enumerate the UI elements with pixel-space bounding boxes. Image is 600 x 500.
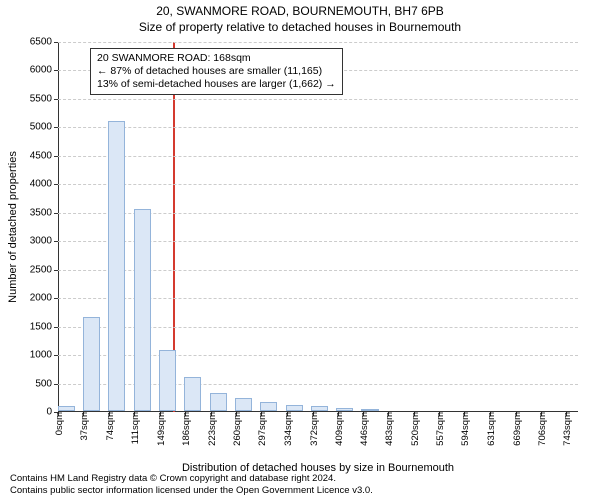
histogram-bar bbox=[311, 406, 328, 411]
x-tick-label: 186sqm bbox=[181, 412, 192, 446]
x-axis-label: Distribution of detached houses by size … bbox=[58, 462, 578, 474]
y-tick-label: 5000 bbox=[30, 122, 58, 133]
y-tick-label: 6000 bbox=[30, 65, 58, 76]
y-tick-label: 4000 bbox=[30, 179, 58, 190]
x-tick-label: 149sqm bbox=[156, 412, 167, 446]
x-tick-label: 631sqm bbox=[486, 412, 497, 446]
histogram-bar bbox=[235, 398, 252, 411]
histogram-bar bbox=[260, 402, 277, 411]
x-tick-label: 446sqm bbox=[359, 412, 370, 446]
histogram-bar bbox=[134, 209, 151, 411]
x-tick-label: 409sqm bbox=[334, 412, 345, 446]
annotation-line2: ← 87% of detached houses are smaller (11… bbox=[97, 65, 336, 78]
footer-line2: Contains public sector information licen… bbox=[10, 485, 373, 497]
x-tick-label: 260sqm bbox=[232, 412, 243, 446]
x-tick-label: 297sqm bbox=[257, 412, 268, 446]
gridline bbox=[58, 184, 578, 185]
histogram-bar bbox=[58, 406, 75, 411]
y-tick-label: 3000 bbox=[30, 236, 58, 247]
x-tick-label: 743sqm bbox=[562, 412, 573, 446]
gridline bbox=[58, 156, 578, 157]
histogram-bar bbox=[83, 317, 100, 411]
y-tick-label: 500 bbox=[35, 378, 58, 389]
histogram-bar bbox=[184, 377, 201, 411]
x-tick-label: 223sqm bbox=[207, 412, 218, 446]
y-axis-label: Number of detached properties bbox=[6, 42, 20, 412]
y-axis bbox=[58, 42, 59, 412]
gridline bbox=[58, 42, 578, 43]
attribution-footer: Contains HM Land Registry data © Crown c… bbox=[10, 473, 373, 497]
gridline bbox=[58, 99, 578, 100]
x-tick-label: 74sqm bbox=[105, 412, 116, 441]
y-tick-label: 6500 bbox=[30, 37, 58, 48]
annotation-box: 20 SWANMORE ROAD: 168sqm ← 87% of detach… bbox=[90, 48, 343, 95]
y-tick-label: 4500 bbox=[30, 150, 58, 161]
x-tick-label: 372sqm bbox=[309, 412, 320, 446]
x-tick-label: 37sqm bbox=[79, 412, 90, 441]
histogram-bar bbox=[286, 405, 303, 411]
annotation-line1: 20 SWANMORE ROAD: 168sqm bbox=[97, 52, 336, 65]
histogram-bar bbox=[159, 350, 176, 411]
y-tick-label: 2000 bbox=[30, 293, 58, 304]
y-tick-label: 5500 bbox=[30, 93, 58, 104]
x-tick-label: 557sqm bbox=[435, 412, 446, 446]
y-tick-label: 1000 bbox=[30, 350, 58, 361]
gridline bbox=[58, 127, 578, 128]
histogram-bar bbox=[108, 121, 125, 411]
chart-container: 20, SWANMORE ROAD, BOURNEMOUTH, BH7 6PB … bbox=[0, 0, 600, 500]
x-tick-label: 706sqm bbox=[537, 412, 548, 446]
x-tick-label: 483sqm bbox=[384, 412, 395, 446]
histogram-bar bbox=[336, 408, 353, 411]
chart-title-address: 20, SWANMORE ROAD, BOURNEMOUTH, BH7 6PB bbox=[0, 4, 600, 18]
y-tick-label: 2500 bbox=[30, 264, 58, 275]
annotation-line3: 13% of semi-detached houses are larger (… bbox=[97, 78, 336, 91]
footer-line1: Contains HM Land Registry data © Crown c… bbox=[10, 473, 373, 485]
x-tick-label: 520sqm bbox=[410, 412, 421, 446]
histogram-bar bbox=[361, 409, 378, 411]
x-tick-label: 594sqm bbox=[460, 412, 471, 446]
x-tick-label: 111sqm bbox=[130, 412, 141, 444]
x-tick-label: 334sqm bbox=[283, 412, 294, 446]
x-tick-label: 0sqm bbox=[54, 412, 65, 435]
plot-area: 0500100015002000250030003500400045005000… bbox=[58, 42, 578, 412]
histogram-bar bbox=[210, 393, 227, 411]
y-tick-label: 3500 bbox=[30, 207, 58, 218]
y-tick-label: 1500 bbox=[30, 321, 58, 332]
x-tick-label: 669sqm bbox=[512, 412, 523, 446]
chart-title-subtitle: Size of property relative to detached ho… bbox=[0, 20, 600, 34]
